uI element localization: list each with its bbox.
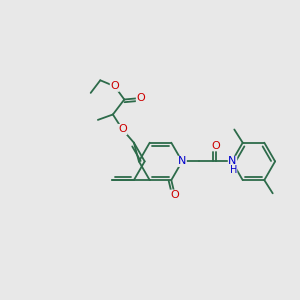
Text: O: O xyxy=(136,93,145,103)
Text: O: O xyxy=(212,141,220,151)
Text: H: H xyxy=(230,165,237,175)
Text: N: N xyxy=(228,156,237,167)
Text: O: O xyxy=(110,81,119,91)
Text: O: O xyxy=(118,124,127,134)
Text: O: O xyxy=(170,190,179,200)
Text: N: N xyxy=(178,156,186,167)
